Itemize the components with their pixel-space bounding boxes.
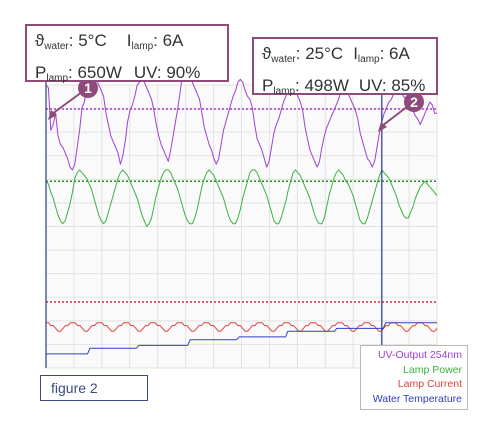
current-symbol: I: [126, 31, 132, 50]
power-symbol: P: [262, 76, 274, 95]
series-lines: [45, 67, 438, 355]
marker-arrow-2: [381, 105, 409, 127]
marker-label-1: 1: [84, 80, 92, 96]
marker-arrowhead-2: [378, 122, 387, 132]
lamp-current-line: [46, 322, 438, 332]
figure-label: figure 2: [40, 375, 148, 401]
callout-1: ϑwater: 5°C Ilamp: 6A Plamp: 650W UV: 90%: [25, 24, 229, 84]
callout-2: ϑwater: 25°C Ilamp: 6A Plamp: 498W UV: 85%: [252, 37, 438, 97]
marker-circle-2: [404, 92, 424, 112]
theta-subscript: water: [271, 54, 296, 65]
water-temperature-line: [46, 322, 437, 355]
lamp-power-value: : 650W: [68, 63, 122, 82]
current-subscript: lamp: [357, 54, 380, 65]
reference-lines: [46, 108, 437, 303]
marker-lines: [45, 65, 383, 368]
marker-arrow-1: [51, 91, 83, 115]
chart-grid: [45, 84, 438, 369]
legend-entry-current: Lamp Current: [397, 378, 462, 390]
water-temp-value: : 25°C: [295, 44, 344, 63]
power-symbol: P: [35, 63, 47, 82]
lamp-power-line: [45, 169, 438, 227]
legend-entry-temperature: Water Temperature: [372, 392, 462, 405]
power-subscript: lamp: [46, 73, 69, 84]
marker-arrowhead-1: [48, 110, 57, 120]
lamp-current-value: : 6A: [153, 31, 184, 50]
chart-legend: UV-Output 254nm Lamp Power Lamp Current …: [360, 345, 468, 410]
uv-value: UV: 85%: [358, 76, 426, 95]
uv-output-line: [45, 67, 437, 171]
uv-value: UV: 90%: [133, 63, 201, 82]
marker-circle-1: [78, 78, 98, 98]
lamp-power-value: : 498W: [295, 76, 349, 95]
current-subscript: lamp: [131, 41, 154, 52]
marker-badges: 12: [48, 78, 424, 132]
theta-symbol: ϑ: [262, 44, 272, 63]
lamp-current-value: : 6A: [379, 44, 410, 63]
theta-subscript: water: [44, 41, 69, 52]
marker-label-2: 2: [410, 94, 418, 110]
legend-entry-power: Lamp Power: [403, 363, 462, 376]
water-temp-value: : 5°C: [68, 31, 107, 50]
current-symbol: I: [353, 44, 358, 63]
theta-symbol: ϑ: [35, 31, 45, 50]
legend-entry-uv: UV-Output 254nm: [377, 349, 462, 361]
power-subscript: lamp: [273, 86, 296, 97]
